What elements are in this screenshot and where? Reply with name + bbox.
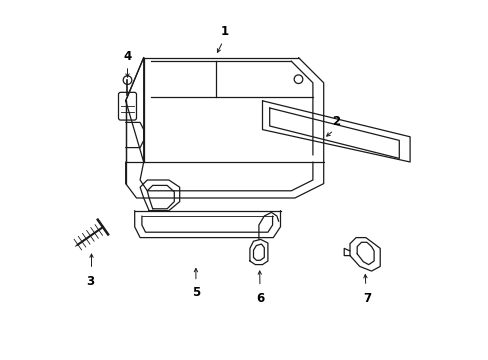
Text: 6: 6 (256, 292, 264, 305)
Text: 1: 1 (220, 25, 228, 38)
Text: 5: 5 (191, 286, 200, 299)
Text: 4: 4 (123, 50, 131, 63)
Text: 3: 3 (86, 275, 94, 288)
Text: 2: 2 (331, 115, 340, 128)
Text: 7: 7 (362, 292, 370, 305)
